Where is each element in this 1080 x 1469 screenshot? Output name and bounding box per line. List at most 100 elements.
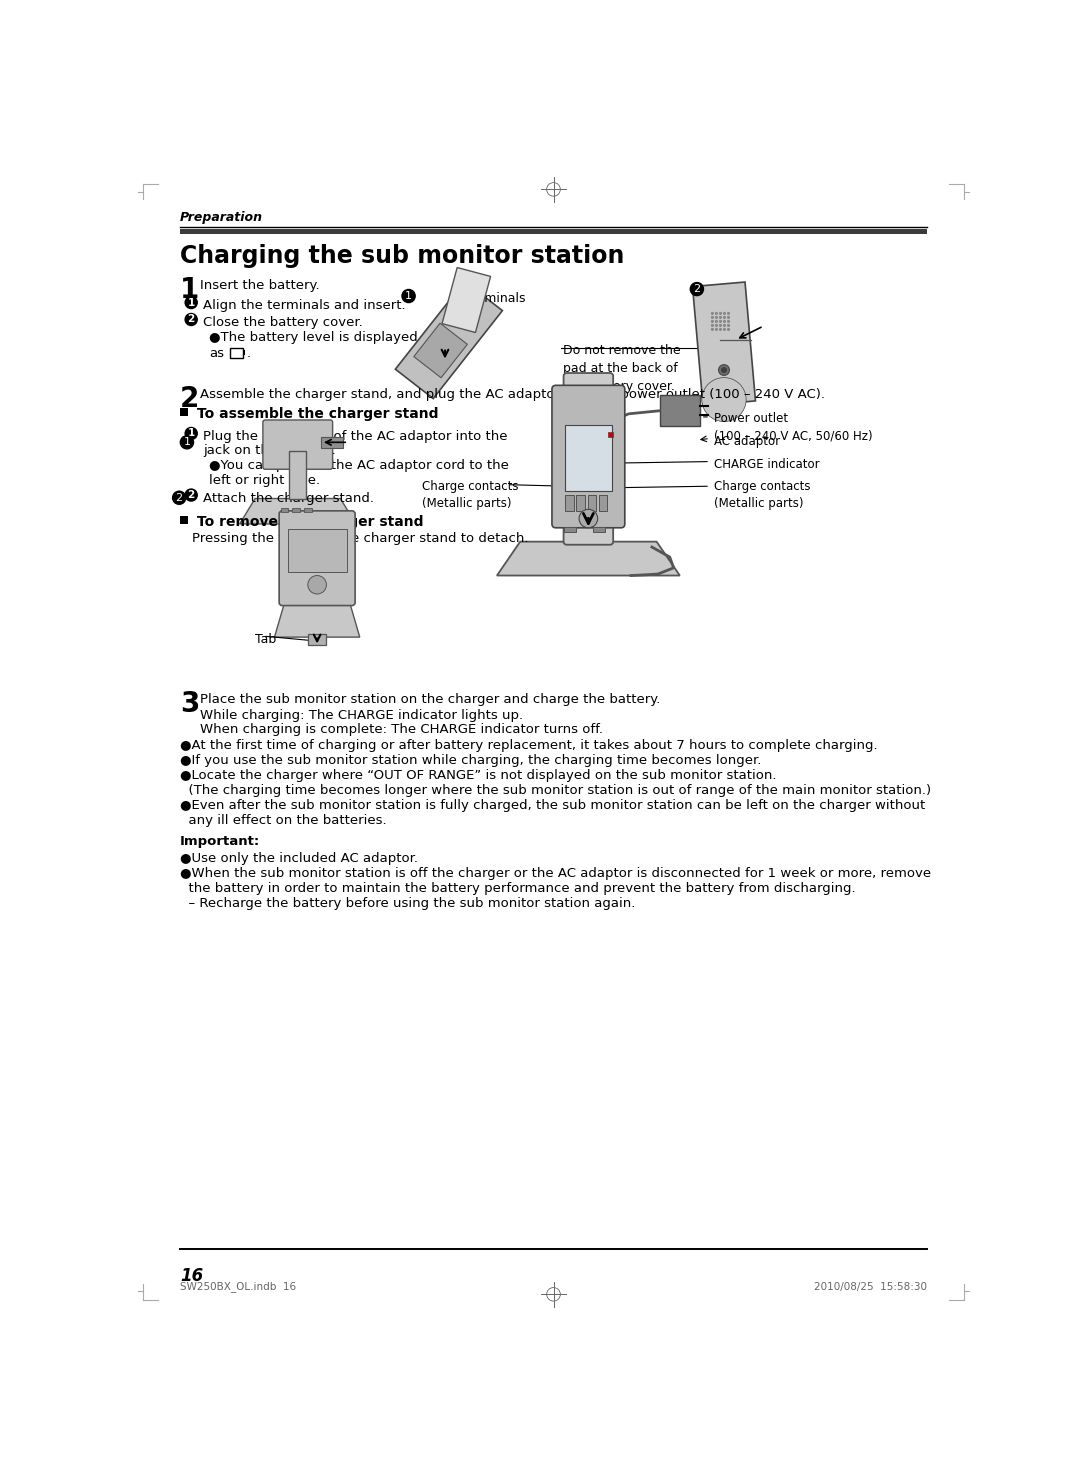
Text: Assemble the charger stand, and plug the AC adaptor into the power outlet (100 –: Assemble the charger stand, and plug the… [200,388,825,401]
Bar [588,495,596,511]
Bar [565,495,573,511]
Circle shape [712,317,713,319]
Circle shape [724,317,726,319]
Text: 2: 2 [176,492,183,502]
Circle shape [721,367,727,373]
Circle shape [719,320,721,322]
Text: When charging is complete: The CHARGE indicator turns off.: When charging is complete: The CHARGE in… [200,723,603,736]
Text: Plug the connector of the AC adaptor into the: Plug the connector of the AC adaptor int… [203,430,508,444]
Text: the battery in order to maintain the battery performance and prevent the battery: the battery in order to maintain the bat… [180,883,855,896]
Circle shape [719,325,721,326]
Text: To assemble the charger stand: To assemble the charger stand [192,407,438,422]
Circle shape [185,489,198,501]
Polygon shape [497,542,679,576]
Circle shape [402,289,415,303]
Text: AC adaptor: AC adaptor [714,435,780,448]
Bar [303,508,312,511]
Circle shape [712,329,713,331]
Text: Insert the battery.: Insert the battery. [200,279,320,292]
Circle shape [724,325,726,326]
Text: ●Use only the included AC adaptor.: ●Use only the included AC adaptor. [180,852,418,865]
Circle shape [308,576,326,593]
FancyBboxPatch shape [262,420,333,469]
Text: Do not remove the
pad at the back of
the battery cover.: Do not remove the pad at the back of the… [563,344,680,392]
Text: (The charging time becomes longer where the sub monitor station is out of range : (The charging time becomes longer where … [180,784,931,796]
Text: CHARGE indicator: CHARGE indicator [714,458,820,472]
Circle shape [690,282,703,295]
Text: 16: 16 [180,1268,203,1285]
Bar [321,436,342,448]
Text: any ill effect on the batteries.: any ill effect on the batteries. [180,814,387,827]
Circle shape [712,320,713,322]
Text: Align the terminals and insert.: Align the terminals and insert. [203,300,406,311]
Bar [293,508,300,511]
Text: 3: 3 [180,690,200,718]
Text: 1: 1 [180,276,199,304]
Circle shape [716,329,717,331]
Circle shape [702,378,746,422]
Bar [577,495,585,511]
Text: ●Locate the charger where “OUT OF RANGE” is not displayed on the sub monitor sta: ●Locate the charger where “OUT OF RANGE”… [180,768,777,782]
Polygon shape [692,282,756,405]
Bar [289,451,307,498]
Text: Close the battery cover.: Close the battery cover. [203,316,363,329]
Bar [180,408,188,416]
Circle shape [173,491,186,504]
Circle shape [716,313,717,314]
Text: 2010/08/25  15:58:30: 2010/08/25 15:58:30 [814,1282,927,1293]
Circle shape [728,313,729,314]
Circle shape [719,329,721,331]
Text: Pressing the tab, pull the charger stand to detach.: Pressing the tab, pull the charger stand… [192,532,529,545]
Circle shape [716,325,717,326]
Polygon shape [442,267,490,332]
Text: SW250BX_OL.indb  16: SW250BX_OL.indb 16 [180,1281,296,1293]
Text: as: as [210,347,225,360]
Text: To remove the charger stand: To remove the charger stand [192,514,423,529]
Text: .: . [246,347,251,360]
Text: Preparation: Preparation [180,212,262,223]
Polygon shape [395,281,502,398]
Bar [308,635,326,645]
Circle shape [716,320,717,322]
Text: – Recharge the battery before using the sub monitor station again.: – Recharge the battery before using the … [180,898,635,911]
Text: Charge contacts
(Metallic parts): Charge contacts (Metallic parts) [714,480,810,510]
Bar [180,229,927,234]
Text: ●At the first time of charging or after battery replacement, it takes about 7 ho: ●At the first time of charging or after … [180,739,878,752]
Text: 2: 2 [188,314,194,325]
Bar [281,508,288,511]
Circle shape [719,317,721,319]
Circle shape [712,313,713,314]
Circle shape [724,313,726,314]
Bar [243,350,245,355]
Text: jack on the charger.: jack on the charger. [203,444,336,457]
FancyBboxPatch shape [279,511,355,605]
Text: While charging: The CHARGE indicator lights up.: While charging: The CHARGE indicator lig… [200,708,523,721]
Circle shape [185,313,198,326]
Bar [180,516,188,524]
Text: Tab: Tab [255,633,276,646]
Text: ●Even after the sub monitor station is fully charged, the sub monitor station ca: ●Even after the sub monitor station is f… [180,799,926,812]
Text: left or right side.: left or right side. [210,474,321,486]
FancyBboxPatch shape [552,385,625,527]
Text: Power outlet
(100 – 240 V AC, 50/60 Hz): Power outlet (100 – 240 V AC, 50/60 Hz) [714,413,873,442]
Polygon shape [274,602,360,638]
Bar [287,529,347,571]
Text: 2: 2 [180,385,200,413]
Text: ●You can pull out the AC adaptor cord to the: ●You can pull out the AC adaptor cord to… [210,460,510,472]
Circle shape [728,317,729,319]
Circle shape [180,436,193,450]
Bar [564,527,576,532]
Text: Important:: Important: [180,836,260,849]
Text: Terminals: Terminals [465,292,526,306]
Circle shape [728,320,729,322]
Bar [608,432,613,436]
Polygon shape [414,323,468,378]
Circle shape [728,329,729,331]
Text: 1: 1 [184,438,190,448]
Text: 1: 1 [405,291,413,301]
Circle shape [719,313,721,314]
Polygon shape [240,498,356,524]
FancyBboxPatch shape [564,373,613,545]
Text: 2: 2 [693,284,701,294]
Circle shape [718,364,729,376]
